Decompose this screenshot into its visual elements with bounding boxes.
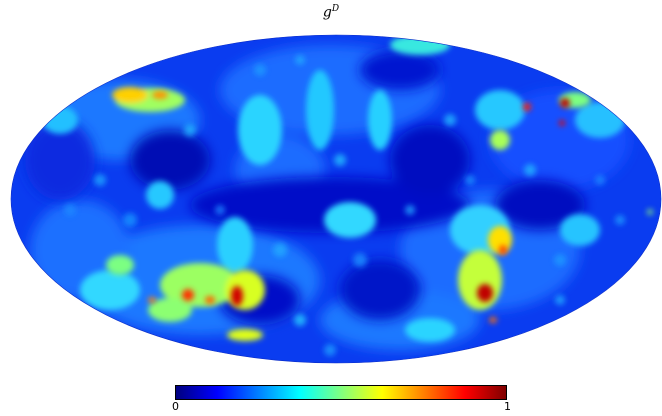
map-boundary bbox=[10, 34, 662, 364]
colorbar-max-label: 1 bbox=[504, 400, 511, 413]
map-field bbox=[11, 35, 661, 363]
colorbar bbox=[175, 385, 507, 400]
map-title: gD bbox=[322, 4, 340, 21]
field-speckle bbox=[64, 55, 653, 356]
field-green-yellow bbox=[106, 87, 591, 341]
colorbar-min-label: 0 bbox=[172, 400, 179, 413]
field-hot-spots bbox=[148, 91, 570, 323]
